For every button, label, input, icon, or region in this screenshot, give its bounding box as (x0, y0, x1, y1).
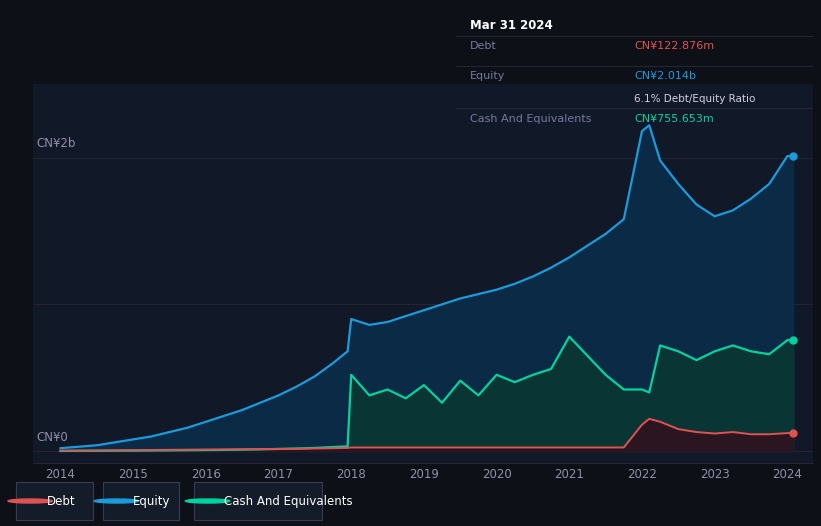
FancyBboxPatch shape (194, 482, 322, 520)
FancyBboxPatch shape (16, 482, 93, 520)
Text: Debt: Debt (470, 42, 497, 52)
Circle shape (8, 499, 53, 503)
Circle shape (94, 499, 139, 503)
Text: CN¥2b: CN¥2b (36, 137, 76, 150)
Text: CN¥0: CN¥0 (36, 431, 68, 444)
Text: Equity: Equity (470, 70, 505, 80)
Text: 6.1% Debt/Equity Ratio: 6.1% Debt/Equity Ratio (635, 94, 755, 104)
Text: Mar 31 2024: Mar 31 2024 (470, 19, 553, 32)
FancyBboxPatch shape (103, 482, 179, 520)
Text: CN¥2.014b: CN¥2.014b (635, 70, 696, 80)
Text: CN¥122.876m: CN¥122.876m (635, 42, 714, 52)
Text: Equity: Equity (133, 494, 171, 508)
Text: Cash And Equivalents: Cash And Equivalents (224, 494, 353, 508)
Circle shape (186, 499, 230, 503)
Text: Debt: Debt (47, 494, 76, 508)
Text: Cash And Equivalents: Cash And Equivalents (470, 114, 591, 124)
Text: CN¥755.653m: CN¥755.653m (635, 114, 714, 124)
